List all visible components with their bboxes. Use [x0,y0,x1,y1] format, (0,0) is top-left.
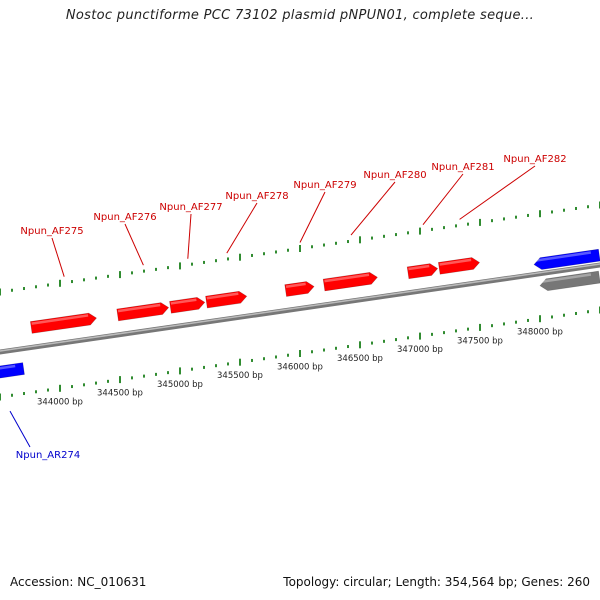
gene-npun-af278-shine [206,292,239,300]
gene-npun-af280-shine [324,273,370,283]
gene-npun-af279[interactable] [284,281,315,297]
gene-npun-af276-shine [117,303,161,313]
backbone-line [0,262,600,355]
gene-label[interactable]: Npun_AF275 [20,226,83,237]
gene-npun-af278-shape[interactable] [205,290,248,309]
gene-label-leader [226,202,258,254]
gene-npun-af277-shape[interactable] [169,296,206,314]
gene-label-leader [51,237,65,277]
bp-tick-label: 345000 bp [157,380,203,390]
gene-npun-ar274-shine [0,364,16,372]
bp-tick-label: 347000 bp [397,345,443,355]
gene-label-leader [187,213,192,259]
feature-1[interactable] [533,248,600,270]
feature-2-shape[interactable] [539,270,600,291]
backbone-highlight [0,263,600,352]
gene-npun-af281-shape[interactable] [406,263,439,280]
accession-label: Accession: NC_010631 [10,575,147,589]
gene-label-leader [299,191,326,243]
gene-label[interactable]: Npun_AF281 [431,162,494,173]
gene-npun-af278[interactable] [205,290,248,309]
gene-npun-af275-shape[interactable] [29,312,97,334]
gene-label[interactable]: Npun_AF280 [363,170,426,181]
bp-tick-label: 348000 bp [517,328,563,338]
gene-npun-af282-shape[interactable] [437,257,481,275]
bp-tick-label: 344500 bp [97,389,143,399]
bp-tick-label: 346000 bp [277,363,323,373]
bp-tick-label: 345500 bp [217,371,263,381]
gene-npun-af279-shape[interactable] [284,281,315,297]
feature-1-shine [534,251,592,262]
gene-npun-af281-shine [408,264,430,271]
gene-label[interactable]: Npun_AF282 [503,154,566,165]
gene-npun-af279-shine [285,282,306,288]
gene-npun-af277-shine [170,298,197,305]
feature-track [533,248,600,291]
feature-1-shape[interactable] [533,248,600,270]
gene-npun-af276[interactable] [116,302,170,322]
gene-label[interactable]: Npun_AF276 [93,212,156,223]
gene-label[interactable]: Npun_AF278 [225,191,288,202]
bp-scale-labels: 344000 bp 344500 bp 345000 bp 345500 bp 3460… [37,328,563,408]
gene-label-leader [9,410,31,448]
gene-npun-af277[interactable] [169,296,206,314]
bp-tick-label: 346500 bp [337,354,383,364]
gene-label[interactable]: Npun_AF277 [159,202,222,213]
gene-npun-af281[interactable] [406,263,439,280]
sequence-backbone [0,262,600,355]
gene-label-leader [124,223,144,266]
gene-npun-ar274[interactable] [0,362,25,380]
map-title: Nostoc punctiforme PCC 73102 plasmid pNP… [65,8,535,23]
gene-label[interactable]: Npun_AF279 [293,180,356,191]
feature-2-shine [540,273,592,284]
gene-npun-af276-shape[interactable] [116,302,170,322]
gene-label-leader [422,173,464,225]
gene-label[interactable]: Npun_AR274 [16,450,80,461]
gene-npun-af280-shape[interactable] [322,271,378,292]
forward-tick-track [0,201,600,296]
bp-tick-label: 347500 bp [457,336,503,346]
bp-tick-label: 344000 bp [37,397,83,407]
reverse-tick-track [0,306,600,401]
gene-npun-af275[interactable] [29,312,97,334]
gene-label-leader [459,165,536,220]
feature-2[interactable] [539,270,600,291]
gene-npun-af282-shine [439,258,472,266]
gene-npun-af280[interactable] [322,271,378,292]
gene-npun-ar274-shape[interactable] [0,362,25,380]
sequence-summary: Topology: circular; Length: 354,564 bp; … [283,575,590,589]
gene-label-track: Npun_AF275 Npun_AF276Npun_AF277Npun_AF278… [9,154,567,461]
gene-npun-af275-shine [31,314,89,325]
gene-npun-af282[interactable] [437,257,481,275]
gene-track [0,257,481,380]
gene-label-leader [350,181,396,236]
